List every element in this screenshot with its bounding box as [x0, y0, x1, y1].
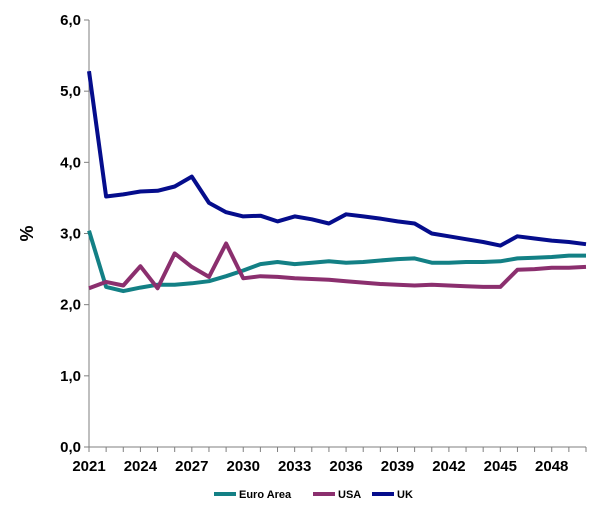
- x-tick-label: 2024: [124, 458, 158, 475]
- x-tick-label: 2045: [484, 458, 517, 475]
- x-tick-label: 2030: [227, 458, 260, 475]
- series-line-uk: [87, 70, 587, 248]
- series-lines: [87, 70, 587, 294]
- x-tick-label: 2021: [72, 458, 105, 475]
- y-tick-label: 1,0: [60, 368, 81, 385]
- x-tick-label: 2042: [432, 458, 465, 475]
- x-tick-label: 2036: [329, 458, 362, 475]
- y-tick-label: 6,0: [60, 12, 81, 29]
- x-tick-label: 2048: [535, 458, 568, 475]
- legend: Euro Area USA UK: [214, 489, 413, 501]
- x-axis: 2021 2024 2027 2030 2033 2036 2039 2042 2045 2048: [72, 446, 587, 475]
- x-tick-label: 2027: [175, 458, 208, 475]
- y-tick-label: 0,0: [60, 439, 81, 456]
- y-tick-label: 2,0: [60, 297, 81, 314]
- series-line-usa: [88, 241, 587, 291]
- y-tick-label: 5,0: [60, 83, 81, 100]
- y-tick-label: 3,0: [60, 226, 81, 243]
- legend-label-usa: USA: [338, 489, 361, 501]
- legend-label-euro-area: Euro Area: [239, 489, 292, 501]
- x-tick-label: 2033: [278, 458, 311, 475]
- series-line-euro-area: [87, 230, 586, 294]
- y-axis: 0,0 1,0 2,0 3,0 4,0 5,0 6,0: [60, 12, 90, 456]
- y-tick-label: 4,0: [60, 154, 81, 171]
- legend-label-uk: UK: [397, 489, 413, 501]
- x-tick-label: 2039: [381, 458, 414, 475]
- y-axis-label: %: [17, 225, 37, 241]
